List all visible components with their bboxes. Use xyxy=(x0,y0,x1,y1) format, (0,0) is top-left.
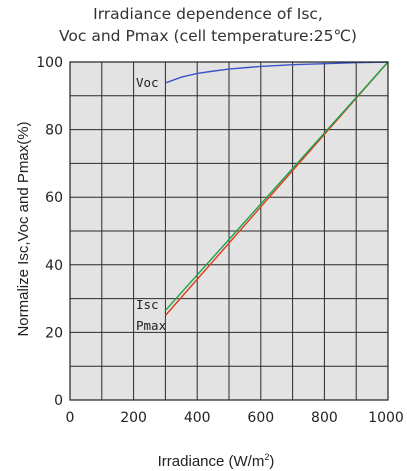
series-lines xyxy=(164,61,389,316)
grid-lines xyxy=(70,62,388,400)
chart-title-line-2: Voc and Pmax (cell temperature:25℃) xyxy=(59,27,357,45)
y-tick-label: 100 xyxy=(36,55,63,71)
y-tick-label: 60 xyxy=(45,190,63,206)
x-tick-label: 200 xyxy=(120,410,147,426)
x-axis-title: Irradiance (W/m2) xyxy=(158,452,275,470)
x-tick-label: 0 xyxy=(66,410,75,426)
x-tick-label: 1000 xyxy=(368,410,404,426)
y-tick-label: 80 xyxy=(45,123,63,139)
series-line-voc xyxy=(165,61,389,84)
y-tick-label: 0 xyxy=(54,393,63,409)
x-tick-labels: 0 200 400 600 800 1000 xyxy=(66,410,404,426)
series-line-isc xyxy=(164,61,389,311)
y-tick-label: 20 xyxy=(45,325,63,341)
series-label-pmax: Pmax xyxy=(136,318,167,333)
x-tick-label: 400 xyxy=(184,410,211,426)
series-label-voc: Voc xyxy=(136,75,159,90)
x-tick-label: 600 xyxy=(247,410,274,426)
y-tick-label: 40 xyxy=(45,258,63,274)
plot-frame xyxy=(69,61,389,401)
y-axis-title: Normalize Isc,Voc and Pmax(%) xyxy=(15,121,32,336)
series-label-isc: Isc xyxy=(136,297,159,312)
x-tick-label: 800 xyxy=(311,410,338,426)
chart-title-line-1: Irradiance dependence of Isc, xyxy=(93,5,323,23)
y-tick-labels: 0 20 40 60 80 100 xyxy=(36,55,63,409)
